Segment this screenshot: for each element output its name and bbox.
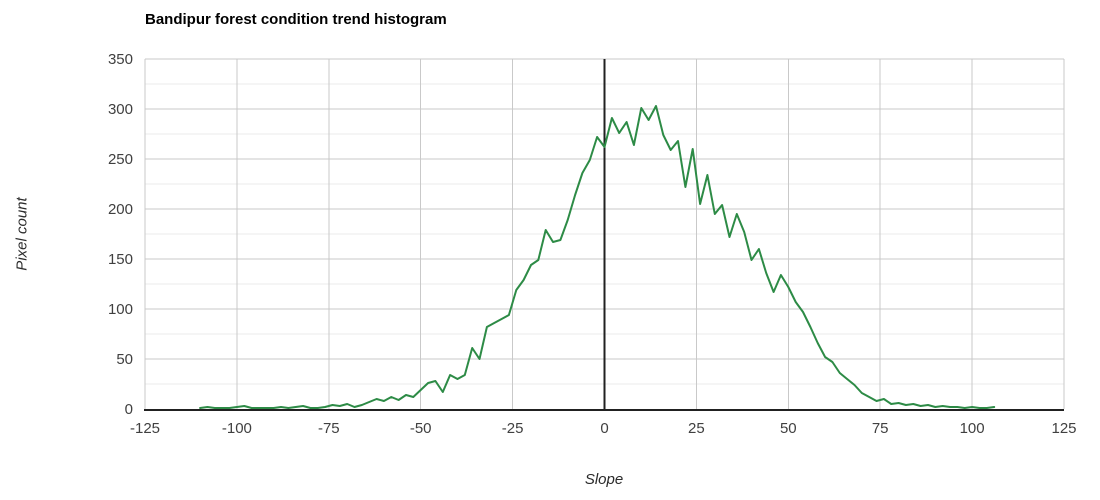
x-tick-label: -125	[130, 420, 160, 437]
y-tick-label: 150	[108, 251, 133, 268]
y-tick-label: 0	[125, 401, 133, 418]
x-tick-label: -25	[502, 420, 524, 437]
x-tick-label: -50	[410, 420, 432, 437]
x-tick-label: -75	[318, 420, 340, 437]
x-tick-label: 0	[600, 420, 608, 437]
x-tick-label: 100	[960, 420, 985, 437]
x-tick-label: -100	[222, 420, 252, 437]
y-tick-label: 100	[108, 301, 133, 318]
x-tick-label: 125	[1051, 420, 1076, 437]
x-tick-label: 25	[688, 420, 705, 437]
y-tick-label: 50	[116, 351, 133, 368]
x-axis-title: Slope	[584, 471, 624, 488]
y-tick-label: 350	[108, 51, 133, 68]
x-tick-label: 75	[872, 420, 889, 437]
x-tick-label: 50	[780, 420, 797, 437]
series-line	[199, 105, 996, 409]
y-axis-title: Pixel count	[13, 197, 31, 271]
chart-title: Bandipur forest condition trend histogra…	[145, 11, 447, 28]
y-tick-label: 250	[108, 151, 133, 168]
y-tick-label: 200	[108, 201, 133, 218]
y-tick-label: 300	[108, 101, 133, 118]
